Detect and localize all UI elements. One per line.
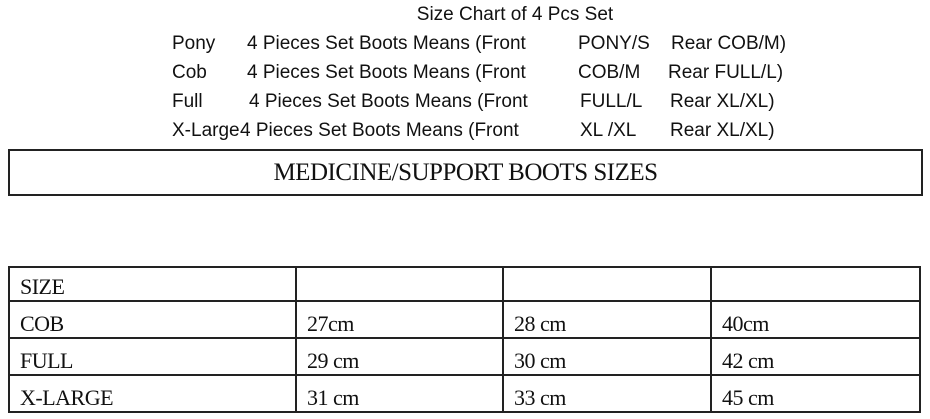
- line-desc: 4 Pieces Set Boots Means (Front: [240, 120, 519, 141]
- line-rear: Rear XL/XL): [670, 120, 775, 141]
- boot-size-table: SIZE COB 27cm 28 cm 40cm FULL 29 cm 30 c…: [8, 266, 921, 413]
- value-cell: 30 cm: [502, 337, 712, 376]
- value-cell: 27cm: [295, 300, 504, 339]
- line-desc: 4 Pieces Set Boots Means (Front: [247, 62, 526, 83]
- size-chart-title: Size Chart of 4 Pcs Set: [416, 4, 614, 25]
- header-cell: [710, 266, 921, 302]
- size-cell: X-LARGE: [8, 374, 297, 413]
- line-front: FULL/L: [580, 91, 643, 112]
- table-row: FULL 29 cm 30 cm 42 cm: [8, 337, 921, 376]
- table-row: COB 27cm 28 cm 40cm: [8, 300, 921, 339]
- header-cell: [502, 266, 712, 302]
- table-row: X-LARGE 31 cm 33 cm 45 cm: [8, 374, 921, 413]
- value-cell: 45 cm: [710, 374, 921, 413]
- line-front: COB/M: [578, 62, 641, 83]
- value-cell: 40cm: [710, 300, 921, 339]
- value-cell: 28 cm: [502, 300, 712, 339]
- line-label: Full: [172, 91, 203, 112]
- header-cell: [295, 266, 504, 302]
- table-header-row: SIZE: [8, 266, 921, 302]
- header-cell: SIZE: [8, 266, 297, 302]
- line-label: X-Large: [172, 120, 240, 141]
- line-label: Cob: [172, 62, 207, 83]
- value-cell: 33 cm: [502, 374, 712, 413]
- line-desc: 4 Pieces Set Boots Means (Front: [247, 33, 526, 54]
- line-desc: 4 Pieces Set Boots Means (Front: [249, 91, 528, 112]
- size-cell: FULL: [8, 337, 297, 376]
- line-front: XL /XL: [580, 120, 637, 141]
- section-banner: MEDICINE/SUPPORT BOOTS SIZES: [8, 149, 923, 196]
- line-label: Pony: [172, 33, 216, 54]
- value-cell: 31 cm: [295, 374, 504, 413]
- size-cell: COB: [8, 300, 297, 339]
- value-cell: 42 cm: [710, 337, 921, 376]
- line-rear: Rear COB/M): [671, 33, 787, 54]
- line-rear: Rear FULL/L): [668, 62, 784, 83]
- line-rear: Rear XL/XL): [670, 91, 775, 112]
- line-front: PONY/S: [578, 33, 650, 54]
- value-cell: 29 cm: [295, 337, 504, 376]
